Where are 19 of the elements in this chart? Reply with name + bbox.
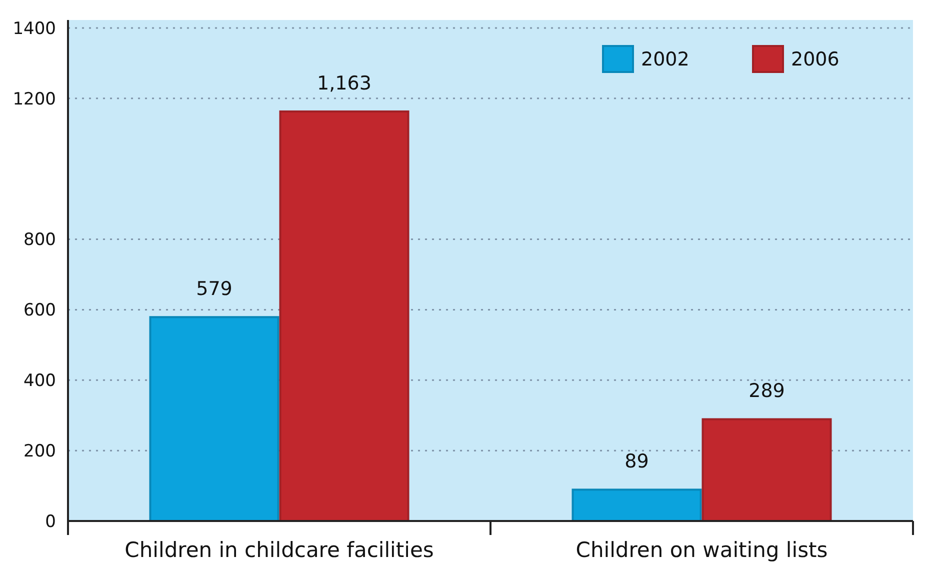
y-tick-label: 600 (24, 300, 56, 321)
y-tick-label: 1200 (12, 89, 56, 110)
y-tick-label: 800 (24, 230, 56, 250)
data-label: 89 (624, 450, 649, 473)
y-tick-label: 400 (24, 371, 56, 392)
x-tick-label: Children on waiting lists (576, 538, 828, 562)
y-tick-label: 1400 (12, 18, 56, 39)
bar (702, 418, 832, 522)
data-label: 1,163 (317, 72, 372, 94)
legend-label: 2006 (791, 48, 840, 71)
bar (279, 110, 410, 522)
bar (149, 316, 280, 522)
y-tick-label: 0 (45, 512, 56, 532)
x-tick-label: Children in childcare facilities (124, 538, 434, 562)
y-tick-label: 200 (24, 442, 56, 462)
bar (572, 488, 702, 522)
legend-label: 2002 (641, 48, 690, 71)
data-label: 579 (196, 278, 232, 300)
data-label: 289 (748, 380, 785, 402)
